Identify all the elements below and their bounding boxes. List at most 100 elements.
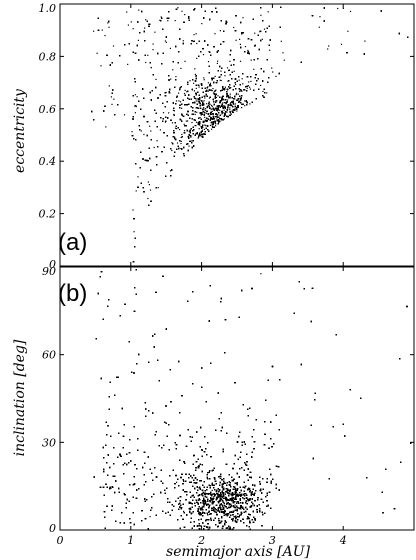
data-point [318, 26, 320, 28]
data-point [181, 107, 183, 109]
data-point [246, 87, 248, 89]
data-point [236, 110, 238, 112]
data-point [178, 100, 180, 102]
data-point [150, 130, 152, 132]
data-point [204, 120, 206, 123]
data-point [230, 87, 232, 89]
data-point [202, 126, 204, 128]
data-point [180, 67, 182, 69]
data-point [225, 103, 227, 105]
data-point [152, 49, 154, 51]
data-point [254, 32, 256, 34]
data-point [249, 86, 251, 88]
data-point [218, 116, 220, 118]
data-point [235, 39, 237, 41]
data-point [162, 112, 165, 114]
data-point [209, 107, 211, 109]
data-point [202, 113, 204, 115]
data-point [342, 7, 344, 9]
data-point [217, 60, 219, 62]
data-point [224, 106, 226, 108]
data-point [210, 104, 213, 106]
data-point [134, 94, 136, 96]
data-point [144, 27, 146, 29]
data-point [239, 43, 241, 45]
data-point [203, 107, 205, 109]
data-point [175, 128, 178, 130]
data-point [193, 82, 195, 84]
data-point [203, 128, 205, 130]
data-point [171, 142, 173, 144]
data-point [215, 96, 217, 99]
data-point [184, 60, 186, 62]
data-point [222, 105, 224, 107]
data-point [269, 49, 271, 51]
data-point [197, 100, 199, 102]
data-point [217, 95, 219, 97]
data-point [199, 124, 201, 126]
data-point [168, 112, 170, 114]
data-point [232, 108, 234, 111]
data-point [202, 54, 205, 56]
data-point [242, 17, 244, 19]
data-point [248, 81, 250, 83]
data-point [190, 136, 192, 138]
data-point [93, 30, 95, 32]
data-point [195, 33, 197, 35]
data-point [282, 52, 284, 54]
data-point [209, 82, 212, 84]
data-point [136, 96, 138, 98]
data-point [184, 89, 186, 91]
data-point [156, 140, 158, 142]
data-point [173, 113, 175, 115]
data-point [135, 106, 137, 108]
data-point [262, 90, 264, 92]
data-point [180, 119, 182, 121]
data-point [207, 61, 210, 63]
data-point [149, 189, 152, 191]
data-point [200, 135, 202, 137]
data-point [135, 190, 137, 192]
data-point [134, 112, 136, 114]
data-point [201, 129, 203, 131]
data-point [224, 102, 226, 104]
data-point [104, 35, 106, 37]
data-point [239, 60, 242, 62]
data-point [187, 120, 189, 122]
data-point [260, 14, 262, 16]
data-point [184, 14, 186, 16]
data-point [203, 108, 205, 110]
data-point [169, 170, 172, 172]
data-point [169, 47, 171, 49]
data-point [228, 114, 230, 116]
data-point [110, 96, 112, 98]
data-point [182, 40, 184, 42]
data-point [230, 112, 232, 114]
data-point [195, 125, 197, 127]
data-point [347, 30, 349, 32]
data-point [229, 107, 231, 109]
data-point [234, 109, 236, 112]
data-point [197, 137, 199, 139]
data-point [204, 97, 206, 99]
data-point [164, 40, 166, 42]
data-point [185, 120, 187, 122]
data-point [112, 45, 115, 47]
data-point [233, 109, 235, 111]
data-point [207, 86, 209, 88]
data-point [165, 91, 167, 94]
data-point [147, 197, 149, 200]
data-point [219, 30, 221, 32]
data-point [147, 54, 149, 56]
data-point [203, 77, 205, 79]
data-point [132, 28, 134, 30]
data-point [180, 147, 182, 150]
data-point [153, 146, 155, 149]
data-point [283, 59, 285, 61]
data-point [249, 103, 251, 105]
data-point [226, 67, 229, 69]
data-point [223, 118, 225, 120]
data-point [191, 140, 193, 142]
data-point [280, 40, 282, 42]
data-point [155, 78, 157, 80]
